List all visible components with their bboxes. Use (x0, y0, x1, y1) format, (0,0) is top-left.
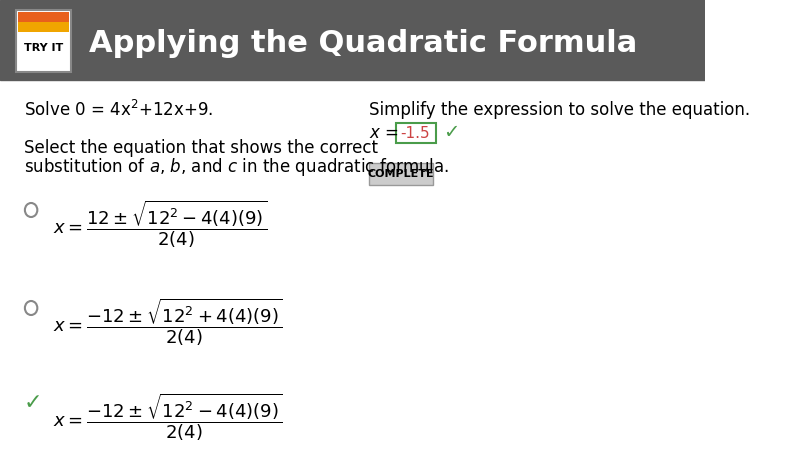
Text: Solve 0 = 4x$^2$+12x+9.: Solve 0 = 4x$^2$+12x+9. (24, 100, 213, 120)
Text: substitution of $a$, $b$, and $c$ in the quadratic formula.: substitution of $a$, $b$, and $c$ in the… (24, 156, 449, 178)
Bar (17, 12, 69, 22)
Text: Simplify the expression to solve the equation.: Simplify the expression to solve the equ… (369, 101, 750, 119)
Text: ✓: ✓ (442, 124, 459, 143)
Bar (0, 0, 705, 80)
Text: TRY IT: TRY IT (24, 43, 63, 53)
Text: COMPLETE: COMPLETE (367, 169, 434, 179)
Text: Applying the Quadratic Formula: Applying the Quadratic Formula (89, 29, 637, 58)
Bar (396, 123, 435, 143)
Text: $x = \dfrac{-12 \pm \sqrt{12^2 + 4(4)(9)}}{2(4)}$: $x = \dfrac{-12 \pm \sqrt{12^2 + 4(4)(9)… (53, 296, 282, 348)
Text: -1.5: -1.5 (400, 125, 431, 140)
Text: ✓: ✓ (24, 393, 43, 413)
Text: $x$ =: $x$ = (369, 124, 399, 142)
Text: $x = \dfrac{-12 \pm \sqrt{12^2 - 4(4)(9)}}{2(4)}$: $x = \dfrac{-12 \pm \sqrt{12^2 - 4(4)(9)… (53, 391, 282, 443)
Bar (16, 10, 71, 72)
Text: Select the equation that shows the correct: Select the equation that shows the corre… (24, 139, 378, 157)
Bar (17, 22, 69, 32)
Text: $x = \dfrac{12 \pm \sqrt{12^2 - 4(4)(9)}}{2(4)}$: $x = \dfrac{12 \pm \sqrt{12^2 - 4(4)(9)}… (53, 198, 267, 250)
Bar (369, 163, 433, 185)
